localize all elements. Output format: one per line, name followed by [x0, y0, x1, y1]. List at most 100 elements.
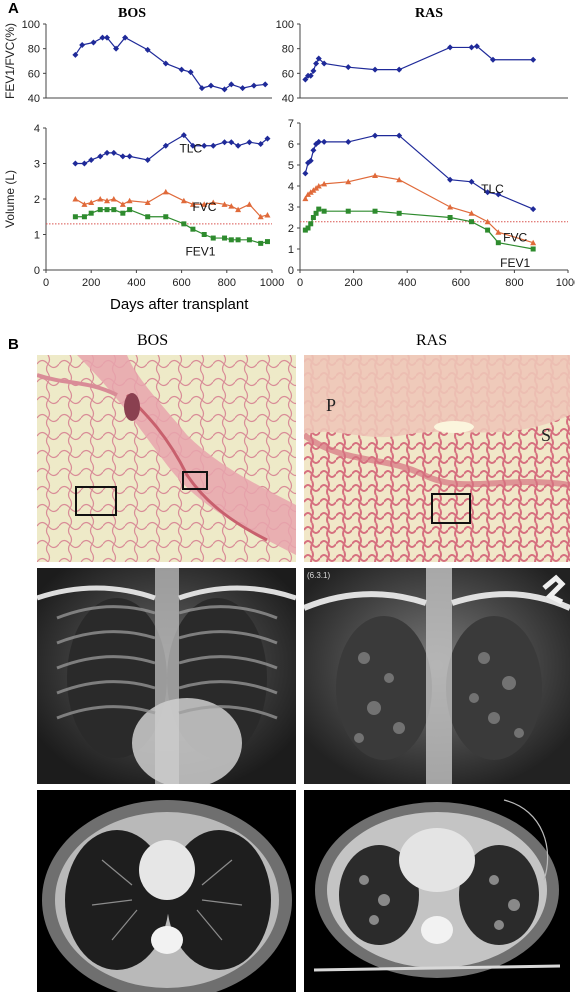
bos_volume-fvc-point: [180, 197, 187, 204]
ras_volume-tlc-point: [345, 138, 352, 145]
bos_volume-tlc-point: [162, 142, 169, 149]
bos-chest-xray-image: [37, 568, 296, 784]
ras_ratio-series-point: [530, 56, 537, 63]
bos_volume-fvc-point: [97, 196, 104, 202]
ras_ratio-series-point: [313, 60, 320, 67]
ras_volume-fev1-point: [316, 206, 322, 212]
bos-image-title: BOS: [137, 332, 169, 349]
bos_ratio-series-point: [72, 51, 79, 58]
bos_volume-fev1-point: [163, 214, 169, 220]
ras_volume-y-tick-label: 7: [288, 118, 294, 130]
bos_ratio-series-point: [79, 41, 86, 48]
xray-image-marker: (6.3.1): [307, 571, 331, 580]
bos_ratio-series-point: [262, 81, 269, 88]
ras_volume-fev1-point: [485, 227, 491, 233]
ras_volume-y-tick-label: 1: [288, 244, 294, 256]
ras_ratio-series-line: [304, 45, 534, 80]
ras_volume-fvc-point: [315, 183, 322, 189]
bos_ratio-y-tick-label: 80: [28, 44, 40, 56]
ras-image-title: RAS: [416, 332, 448, 349]
bos-histology-box-1: [75, 486, 117, 516]
bos_ratio-series-point: [122, 34, 129, 41]
ras_volume-y-tick-label: 0: [288, 265, 294, 277]
ras_volume-tlc-point: [396, 132, 403, 139]
bos_volume-fvc-point: [201, 201, 208, 207]
bos_ratio-series-point: [144, 46, 151, 53]
bos_ratio-y-tick-label: 40: [28, 93, 40, 105]
bos_volume-y-tick-label: 1: [34, 230, 40, 242]
bos_volume-fev1-point: [228, 237, 234, 243]
bos_volume-fev1-point: [104, 207, 110, 213]
bos_volume-fvc-point: [104, 197, 111, 204]
ras_volume-fvc-point: [468, 210, 475, 216]
bos_volume-fev1-point: [222, 235, 228, 241]
ras_ratio-y-tick-label: 60: [282, 68, 294, 80]
bos_volume-tlc-point: [144, 156, 151, 163]
bos_volume-fev1-point: [210, 235, 216, 241]
bos_volume-fev1-point: [127, 207, 133, 213]
bos_volume-tlc-point: [119, 153, 126, 160]
ras_volume-fvc-point: [530, 239, 537, 246]
bos_volume-fvc-point: [189, 201, 196, 207]
ras-histology-box: [431, 493, 471, 524]
x-axis-label: Days after transplant: [110, 296, 249, 313]
bos_volume-fev1-point: [88, 210, 94, 216]
ras_volume-y-tick-label: 4: [288, 181, 294, 193]
ras_ratio-y-tick-label: 80: [282, 44, 294, 56]
bos_ratio-y-tick-label: 60: [28, 68, 40, 80]
bos_volume-x-tick-label: 600: [172, 277, 190, 289]
ras_volume-fev1-point: [321, 208, 327, 214]
bos_volume-tlc-point: [81, 160, 88, 167]
ras_ratio-y-tick-label: 40: [282, 93, 294, 105]
ras_volume-tlc-point: [310, 147, 317, 154]
ras_ratio-series-point: [473, 43, 480, 50]
ras_volume-fev1-point: [469, 219, 475, 225]
bos_volume-fvc-point: [126, 197, 133, 204]
panel-b-letter: B: [8, 336, 19, 353]
bos_volume-fvc-point: [162, 188, 169, 195]
bos_volume-y-tick-label: 2: [34, 194, 40, 206]
ras_volume-fvc-point: [307, 189, 314, 195]
bos-histology-image: [37, 355, 296, 562]
ras_volume-tlc-point: [530, 206, 537, 213]
bos_volume-tlc-point: [72, 160, 79, 167]
ras_volume-y-tick-label: 6: [288, 139, 294, 151]
ras_volume-x-tick-label: 400: [398, 277, 416, 289]
bos_volume-fvc-point: [210, 199, 217, 206]
bos_ratio-y-tick-label: 100: [22, 19, 40, 31]
ras_volume-tlc-point: [372, 132, 379, 139]
ras_volume-fvc-point: [396, 176, 403, 183]
ras_ratio-series-point: [372, 66, 379, 73]
ras_ratio-y-tick-label: 100: [276, 19, 294, 31]
bos_volume-fev1-point: [72, 214, 78, 220]
bos_ratio-series-point: [207, 82, 214, 89]
bos_ratio-series-point: [104, 34, 111, 41]
ras_ratio-series-point: [302, 76, 309, 83]
bos_volume-fvc-point: [257, 213, 264, 220]
ras_volume-x-tick-label: 600: [452, 277, 470, 289]
bos-histology-box-2: [182, 471, 208, 490]
bos_volume-fev1-point: [201, 232, 207, 237]
bos_volume-fvc-line: [75, 191, 268, 218]
panel-a-letter: A: [8, 0, 19, 17]
bos_volume-x-tick-label: 0: [43, 277, 49, 289]
bos_volume-tlc-point: [189, 142, 196, 149]
ras_ratio-series-point: [489, 56, 496, 63]
ras_ratio-series-point: [345, 64, 352, 71]
ras_volume-x-tick-label: 0: [297, 277, 303, 289]
bos_volume-tlc-point: [104, 149, 111, 156]
ras_volume-fev1-point: [305, 225, 311, 231]
ras_volume-fev1-point: [310, 215, 316, 220]
bos_volume-fvc-point: [221, 201, 228, 207]
ras_volume-fvc-point: [495, 229, 502, 235]
bos_ratio-series-point: [90, 39, 97, 46]
bos_ratio-y-axis-label: FEV1/FVC(%): [3, 23, 17, 99]
bos_volume-y-tick-label: 0: [34, 265, 40, 277]
ras_ratio-series-point: [396, 66, 403, 73]
ras-histology-image: P S: [304, 355, 570, 562]
ras_volume-y-tick-label: 5: [288, 160, 294, 172]
ras_volume-fvc-point: [372, 172, 379, 178]
ras_volume-tlc-point: [447, 176, 454, 183]
bos_volume-fev1-point: [111, 207, 117, 213]
ras-chest-xray-image: (6.3.1): [304, 568, 570, 784]
